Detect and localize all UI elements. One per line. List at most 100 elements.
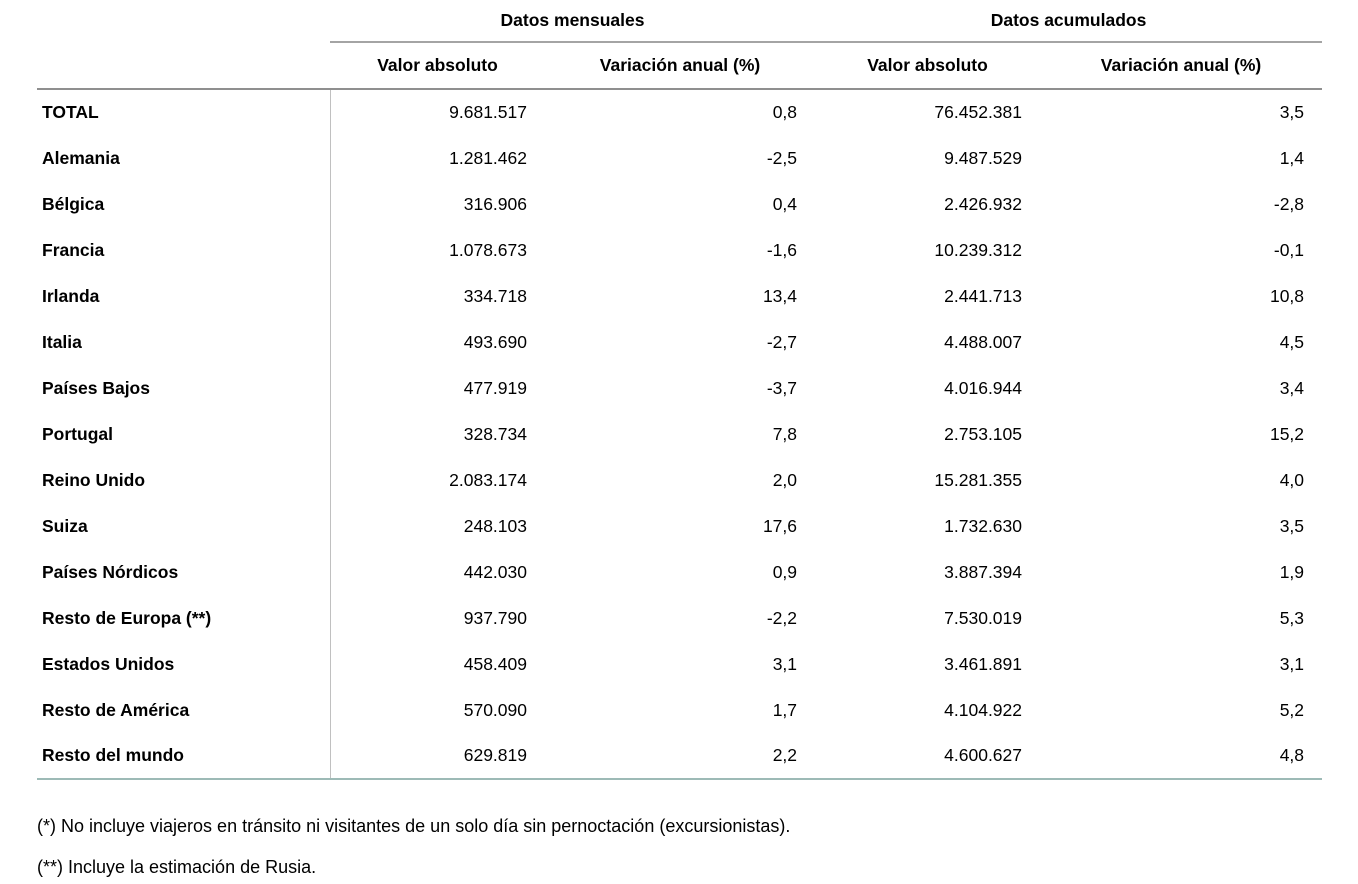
data-cell: 17,6 bbox=[762, 515, 798, 536]
data-cell: -2,8 bbox=[1273, 193, 1305, 214]
data-cell: 3,4 bbox=[1279, 377, 1305, 398]
data-cell: 3,5 bbox=[1279, 515, 1305, 536]
data-cell: 477.919 bbox=[463, 377, 527, 398]
data-cell: 4,8 bbox=[1040, 733, 1323, 780]
row-label: Irlanda bbox=[37, 273, 331, 319]
data-cell: 13,4 bbox=[762, 285, 798, 306]
data-cell: 15.281.355 bbox=[934, 469, 1023, 490]
data-cell: 629.819 bbox=[330, 733, 545, 780]
table-row: Estados Unidos 458.409 3,1 3.461.891 3,1 bbox=[37, 641, 1322, 687]
data-cell: 1,9 bbox=[1279, 561, 1305, 582]
table-row: Reino Unido 2.083.174 2,0 15.281.355 4,0 bbox=[37, 457, 1322, 503]
data-cell: 0,8 bbox=[772, 102, 798, 122]
data-cell: 2.426.932 bbox=[944, 193, 1023, 214]
data-cell: 2,2 bbox=[545, 733, 816, 780]
row-label: Países Nórdicos bbox=[37, 549, 331, 595]
data-cell: -2,7 bbox=[766, 331, 798, 352]
data-cell: 76.452.381 bbox=[934, 102, 1023, 122]
column-header-variacion-anual-acumulado: Variación anual (%) bbox=[1040, 42, 1323, 90]
data-cell: 2.441.713 bbox=[944, 285, 1023, 306]
column-header-variacion-anual-mensual: Variación anual (%) bbox=[545, 42, 816, 90]
data-cell: 328.734 bbox=[463, 423, 527, 444]
data-cell: 1.281.462 bbox=[449, 147, 527, 168]
table-row: Resto de América 570.090 1,7 4.104.922 5,2 bbox=[37, 687, 1322, 733]
footnote-excursionistas: (*) No incluye viajeros en tránsito ni v… bbox=[37, 816, 791, 836]
column-header-spacer bbox=[37, 42, 330, 90]
data-cell: 15,2 bbox=[1269, 423, 1305, 444]
column-header-row: Valor absoluto Variación anual (%) Valor… bbox=[37, 42, 1323, 90]
data-cell: 334.718 bbox=[463, 285, 527, 306]
footnotes: (*) No incluye viajeros en tránsito ni v… bbox=[37, 813, 1322, 881]
data-cell: 316.906 bbox=[463, 193, 527, 214]
data-cell: 7,8 bbox=[772, 423, 798, 444]
data-cell: 9.681.517 bbox=[449, 102, 527, 122]
group-header-spacer bbox=[37, 0, 330, 42]
data-cell: 3.887.394 bbox=[944, 561, 1023, 582]
data-cell: 5,2 bbox=[1279, 699, 1305, 720]
data-cell: 1.078.673 bbox=[449, 239, 527, 260]
data-cell: 10,8 bbox=[1269, 285, 1305, 306]
data-cell: 4,0 bbox=[1279, 469, 1305, 490]
data-cell: 937.790 bbox=[463, 607, 527, 628]
data-cell: 10.239.312 bbox=[934, 239, 1023, 260]
data-cell: 4.600.627 bbox=[815, 733, 1041, 780]
column-header-valor-absoluto-acumulado: Valor absoluto bbox=[815, 42, 1041, 90]
data-cell: 3,1 bbox=[772, 653, 798, 674]
row-label: Italia bbox=[37, 319, 331, 365]
group-header-row: Datos mensuales Datos acumulados bbox=[37, 0, 1323, 43]
table-row: Países Nórdicos 442.030 0,9 3.887.394 1,9 bbox=[37, 549, 1322, 595]
data-cell: 493.690 bbox=[463, 331, 527, 352]
data-cell: -2,2 bbox=[766, 607, 798, 628]
table-row: Portugal 328.734 7,8 2.753.105 15,2 bbox=[37, 411, 1322, 457]
group-header-datos-acumulados: Datos acumulados bbox=[815, 0, 1323, 43]
data-cell: 2.083.174 bbox=[449, 469, 527, 490]
row-label: Portugal bbox=[37, 411, 331, 457]
data-cell: 3.461.891 bbox=[944, 653, 1023, 674]
table-row: Suiza 248.103 17,6 1.732.630 3,5 bbox=[37, 503, 1322, 549]
data-cell: -2,5 bbox=[766, 147, 798, 168]
data-cell: 4.016.944 bbox=[944, 377, 1023, 398]
table-row: Francia 1.078.673 -1,6 10.239.312 -0,1 bbox=[37, 227, 1322, 273]
travelers-data-table: Datos mensuales Datos acumulados Valor a… bbox=[37, 0, 1323, 780]
group-header-datos-mensuales: Datos mensuales bbox=[330, 0, 816, 43]
row-label: Resto de Europa (**) bbox=[37, 595, 331, 641]
data-cell: 2,0 bbox=[772, 469, 798, 490]
data-cell: 1,7 bbox=[772, 699, 798, 720]
row-label: Francia bbox=[37, 227, 331, 273]
data-cell: 0,4 bbox=[772, 193, 798, 214]
table-row: TOTAL 9.681.517 0,8 76.452.381 3,5 bbox=[37, 89, 1322, 135]
data-cell: 5,3 bbox=[1279, 607, 1305, 628]
data-cell: -3,7 bbox=[766, 377, 798, 398]
row-label: Bélgica bbox=[37, 181, 331, 227]
table-body: TOTAL 9.681.517 0,8 76.452.381 3,5 Alemania 1.… bbox=[37, 89, 1323, 780]
row-label: Estados Unidos bbox=[37, 641, 331, 687]
data-cell: 570.090 bbox=[463, 699, 527, 720]
row-label: Alemania bbox=[37, 135, 331, 181]
row-label: Resto de América bbox=[37, 687, 331, 733]
table-row: Resto de Europa (**) 937.790 -2,2 7.530.019… bbox=[37, 595, 1322, 641]
row-label: TOTAL bbox=[37, 89, 331, 135]
data-cell: 7.530.019 bbox=[944, 607, 1023, 628]
data-cell: 2.753.105 bbox=[944, 423, 1023, 444]
data-cell: 9.487.529 bbox=[944, 147, 1023, 168]
data-cell: 442.030 bbox=[463, 561, 527, 582]
table-row: Países Bajos 477.919 -3,7 4.016.944 3,4 bbox=[37, 365, 1322, 411]
data-cell: 458.409 bbox=[463, 653, 527, 674]
data-cell: -0,1 bbox=[1273, 239, 1305, 260]
table-row: Italia 493.690 -2,7 4.488.007 4,5 bbox=[37, 319, 1322, 365]
row-label: Suiza bbox=[37, 503, 331, 549]
column-header-valor-absoluto-mensual: Valor absoluto bbox=[330, 42, 545, 90]
data-cell: 4.488.007 bbox=[944, 331, 1023, 352]
data-cell: 3,1 bbox=[1279, 653, 1305, 674]
row-label: Reino Unido bbox=[37, 457, 331, 503]
table-row: Alemania 1.281.462 -2,5 9.487.529 1,4 bbox=[37, 135, 1322, 181]
data-cell: 0,9 bbox=[772, 561, 798, 582]
data-cell: 4,5 bbox=[1279, 331, 1305, 352]
table-row: Bélgica 316.906 0,4 2.426.932 -2,8 bbox=[37, 181, 1322, 227]
row-label: Resto del mundo bbox=[37, 733, 331, 780]
data-cell: -1,6 bbox=[766, 239, 798, 260]
data-cell: 1.732.630 bbox=[944, 515, 1023, 536]
data-cell: 4.104.922 bbox=[944, 699, 1023, 720]
data-cell: 3,5 bbox=[1279, 102, 1305, 122]
